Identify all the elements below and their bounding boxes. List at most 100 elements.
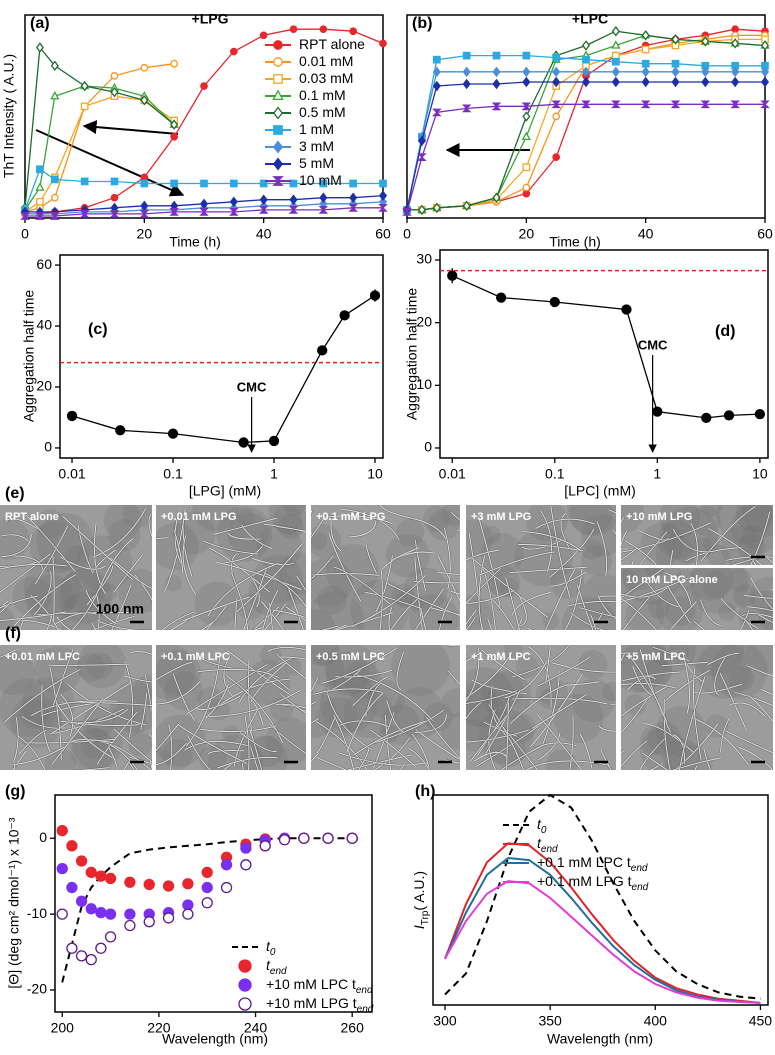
data-point: [241, 860, 251, 870]
data-point: [36, 184, 43, 190]
data-point: [553, 54, 559, 60]
series-line: [72, 296, 375, 443]
fibril: [694, 765, 698, 797]
data-point: [523, 52, 529, 58]
data-point: [732, 26, 738, 32]
data-point: [57, 909, 67, 919]
data-point: [448, 271, 457, 280]
data-point: [125, 909, 135, 919]
data-point: [583, 56, 589, 62]
panel-label: (f): [5, 625, 21, 642]
legend-label: 0.5 mM: [299, 104, 346, 120]
series-line: [25, 96, 174, 212]
legend-label: +0.1 mM LPG tend: [537, 873, 649, 893]
trend-arrow: [84, 126, 178, 134]
data-point: [523, 133, 530, 139]
series-line: [407, 104, 765, 212]
legend-label-part: end: [357, 1004, 374, 1015]
legend-marker: [274, 41, 282, 49]
data-point: [231, 48, 237, 54]
stain-blot: [396, 519, 424, 547]
data-point: [111, 73, 117, 79]
data-point: [380, 180, 386, 186]
x-tick-label: 1: [653, 466, 661, 482]
data-point: [642, 46, 648, 52]
data-point: [350, 194, 356, 202]
data-point: [434, 56, 440, 62]
data-point: [642, 78, 648, 86]
data-point: [642, 61, 648, 67]
data-point: [37, 199, 43, 205]
data-point: [419, 154, 425, 160]
fibril: [175, 764, 232, 839]
data-point: [169, 429, 178, 438]
micrograph-label: +10 mM LPG: [626, 511, 692, 523]
data-point: [653, 407, 662, 416]
fibril: [106, 759, 131, 848]
y-tick-label: -10: [27, 905, 47, 921]
legend-label: t0: [266, 938, 276, 958]
data-point: [523, 68, 529, 76]
legend-marker: [274, 142, 282, 153]
x-tick-label: 0.1: [545, 466, 565, 482]
y-tick-label: 60: [36, 256, 52, 272]
data-point: [290, 26, 296, 32]
x-tick-label: 60: [757, 226, 773, 242]
x-tick-label: 200: [51, 1020, 75, 1036]
data-point: [125, 921, 135, 931]
x-tick-label: 40: [638, 226, 654, 242]
stain-blot: [640, 522, 683, 565]
fibril-edge: [351, 764, 405, 831]
data-point: [141, 180, 147, 186]
data-point: [171, 61, 177, 67]
micrograph-label: +0.1 mM LPG: [316, 511, 385, 523]
x-tick-label: 20: [519, 226, 535, 242]
annotation: +LPG: [192, 11, 229, 27]
legend-label: +10 mM LPC tend: [266, 976, 373, 996]
data-point: [260, 196, 266, 204]
x-tick-label: 40: [256, 226, 272, 242]
legend-label: 0.1 mM: [299, 87, 346, 103]
data-point: [371, 291, 380, 300]
data-point: [755, 410, 764, 419]
data-point: [171, 134, 177, 140]
data-point: [380, 40, 386, 46]
micrograph-label: RPT alone: [5, 511, 59, 523]
data-point: [320, 26, 326, 32]
data-point: [201, 180, 207, 186]
y-tick-label: 30: [416, 251, 432, 267]
x-tick-label: 350: [538, 1013, 562, 1029]
data-point: [52, 195, 58, 201]
data-point: [86, 867, 96, 877]
x-tick-label: 400: [644, 1013, 668, 1029]
legend-label: 0.03 mM: [299, 70, 353, 86]
data-point: [183, 909, 193, 919]
data-point: [672, 68, 678, 76]
legend-label-part: +10 mM LPG t: [266, 995, 357, 1011]
legend-marker: [274, 108, 282, 119]
x-axis-label: [LPG] (mM): [189, 483, 261, 499]
data-point: [260, 841, 270, 851]
panel-label: (a): [30, 15, 50, 32]
data-point: [350, 28, 356, 34]
data-point: [96, 871, 106, 881]
data-point: [96, 943, 106, 953]
legend-marker: [274, 159, 282, 170]
x-axis-label: [LPC] (mM): [564, 483, 636, 499]
data-point: [497, 293, 506, 302]
x-axis-label: Time (h): [549, 234, 601, 250]
data-point: [493, 80, 499, 88]
x-tick-label: 0: [21, 226, 29, 242]
x-axis-label: Wavelength (nm): [162, 1031, 268, 1047]
data-point: [762, 78, 768, 86]
y-tick-label: 0: [44, 439, 52, 455]
legend-label-part: end: [356, 985, 373, 996]
x-tick-label: 1: [270, 466, 278, 482]
data-point: [323, 833, 333, 843]
data-point: [116, 426, 125, 435]
data-point: [318, 346, 327, 355]
data-point: [201, 83, 207, 89]
data-point: [613, 78, 619, 86]
